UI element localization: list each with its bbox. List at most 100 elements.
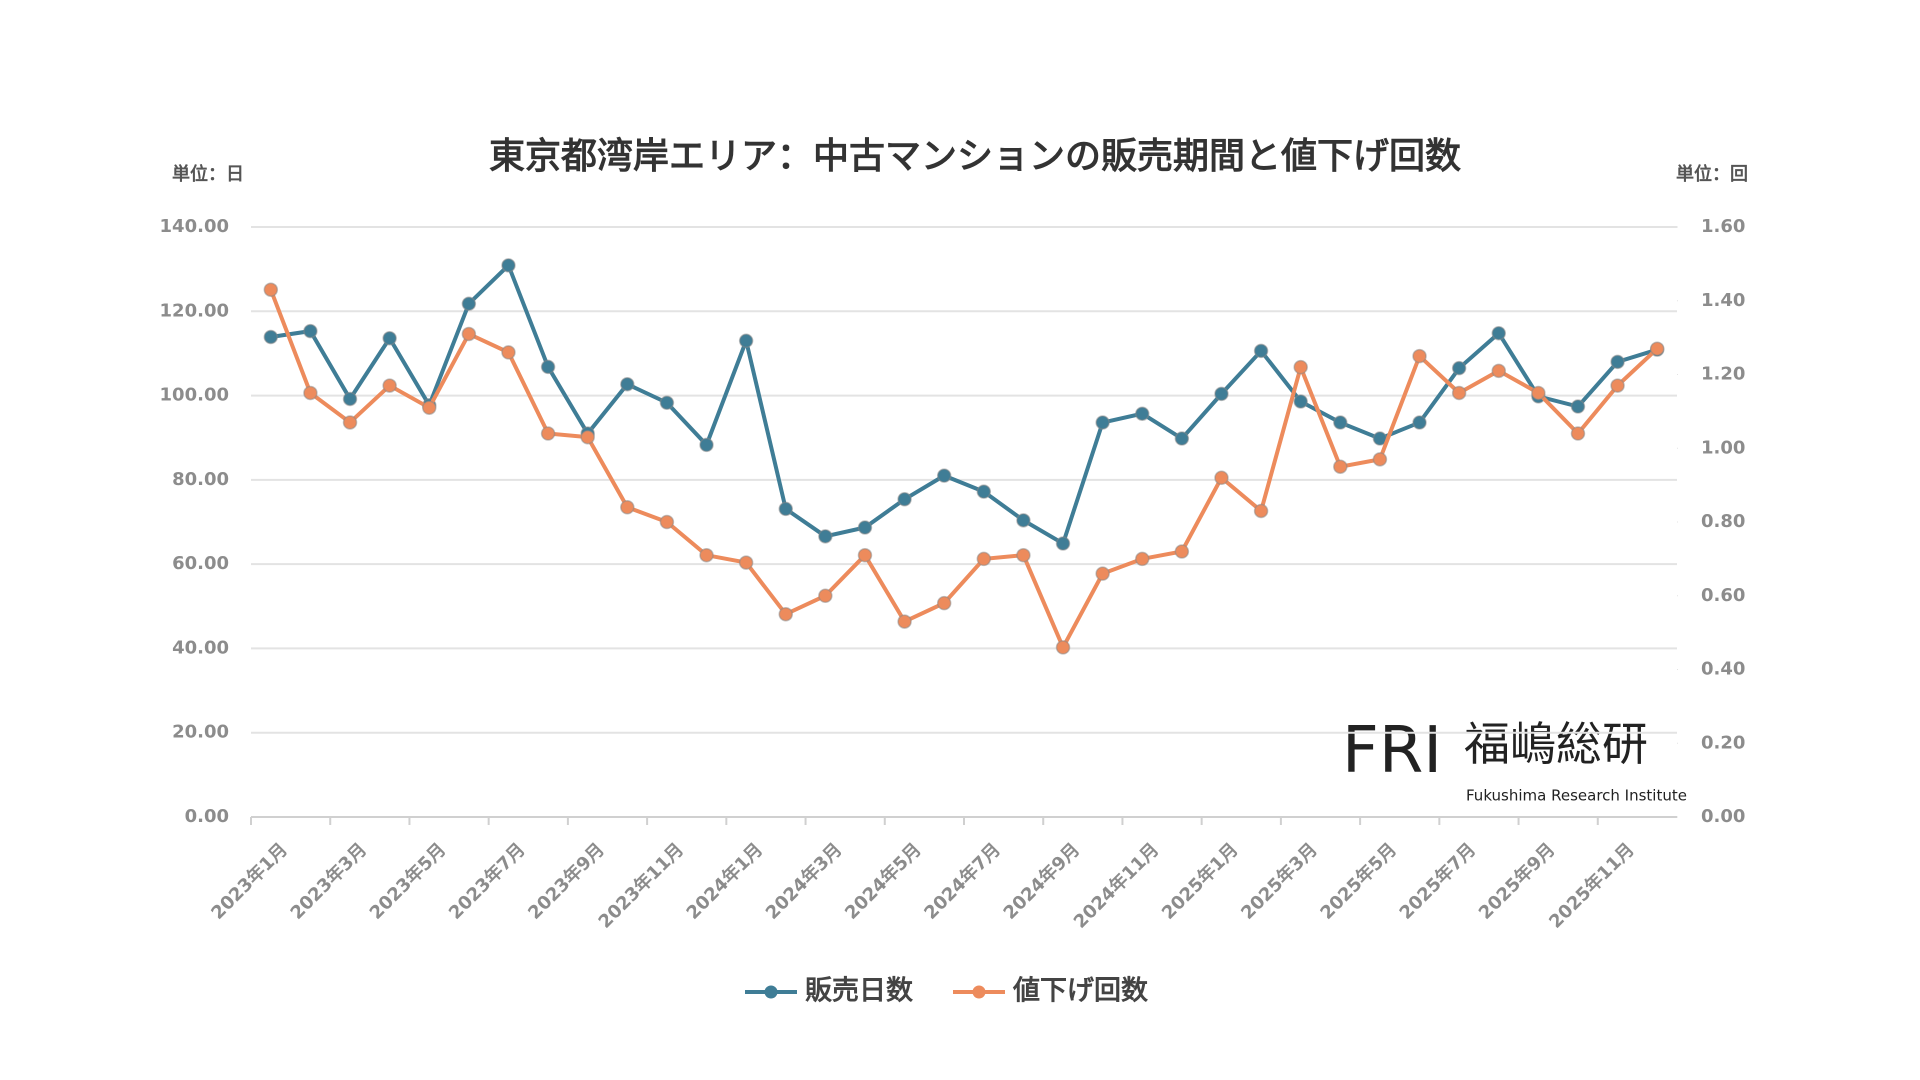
- point: [936, 595, 952, 611]
- logo-name: 福嶋総研: [1464, 717, 1648, 771]
- y-tick-label: 100.00: [160, 385, 229, 406]
- point: [1253, 503, 1269, 519]
- point: [303, 323, 318, 339]
- point: [1412, 348, 1427, 364]
- point: [303, 385, 318, 401]
- point: [1372, 452, 1388, 467]
- point: [1253, 343, 1269, 359]
- point: [1016, 547, 1031, 563]
- point: [501, 258, 516, 273]
- point: [461, 296, 477, 311]
- y2-unit: 単位：回: [1676, 163, 1748, 185]
- point: [1135, 406, 1150, 421]
- y2-tick-label: 0.20: [1701, 732, 1745, 753]
- logo-mark: FRI: [1342, 714, 1442, 788]
- point: [659, 395, 675, 410]
- point: [540, 426, 556, 441]
- point: [778, 501, 793, 517]
- point: [422, 400, 437, 415]
- point: [263, 282, 279, 297]
- point: [659, 514, 675, 530]
- point: [620, 376, 635, 392]
- point: [1570, 399, 1586, 414]
- point: [1491, 325, 1506, 341]
- legend-label: 値下げ回数: [1012, 976, 1149, 1007]
- point: [1174, 544, 1190, 559]
- x-tick-label: 2025年3月: [1236, 839, 1321, 924]
- point: [1095, 415, 1110, 430]
- point: [1055, 640, 1071, 655]
- x-tick-label: 2023年1月: [207, 839, 292, 924]
- line: [268, 288, 1659, 652]
- y-tick-label: 80.00: [172, 469, 229, 490]
- x-tick-label: 2023年3月: [286, 839, 371, 924]
- point: [1451, 360, 1467, 376]
- x-tick-label: 2025年9月: [1474, 839, 1559, 924]
- point: [1214, 386, 1229, 402]
- x-tick-label: 2023年5月: [365, 839, 450, 924]
- x-tick-label: 2025年7月: [1395, 839, 1480, 924]
- point: [1333, 459, 1348, 474]
- point: [976, 484, 992, 499]
- point: [818, 529, 833, 544]
- x-tick-label: 2024年5月: [840, 839, 925, 924]
- legend-item: 販売日数: [745, 976, 914, 1007]
- point: [501, 345, 516, 360]
- point: [976, 551, 992, 567]
- point: [818, 588, 833, 603]
- point: [778, 606, 793, 622]
- point: [1570, 426, 1586, 441]
- y2-tick-label: 1.40: [1701, 290, 1745, 311]
- point: [1214, 470, 1229, 485]
- x-tick-label: 2025年1月: [1157, 839, 1242, 924]
- point: [1055, 536, 1071, 551]
- point: [1610, 378, 1625, 393]
- point: [1174, 431, 1190, 446]
- point: [857, 547, 873, 563]
- point: [1412, 415, 1427, 430]
- legend-marker: [972, 985, 986, 999]
- logo: FRI 福嶋総研 Fukushima Research Institute: [1342, 714, 1687, 805]
- y2-tick-label: 1.00: [1701, 437, 1745, 458]
- y-tick-label: 0.00: [185, 806, 229, 827]
- point: [699, 547, 714, 563]
- logo-subtitle: Fukushima Research Institute: [1466, 787, 1687, 805]
- y2-tick-label: 0.60: [1701, 585, 1745, 606]
- point: [342, 391, 358, 407]
- point: [936, 468, 952, 483]
- y-tick-label: 120.00: [160, 300, 229, 321]
- point: [580, 429, 595, 445]
- point: [382, 378, 397, 393]
- legend-item: 値下げ回数: [953, 976, 1149, 1007]
- point: [738, 333, 754, 349]
- point: [382, 331, 397, 346]
- point: [461, 326, 477, 342]
- point: [1293, 394, 1308, 409]
- y2-tick-label: 1.60: [1701, 216, 1745, 237]
- point: [1135, 551, 1150, 567]
- legend-marker: [764, 985, 778, 999]
- y-tick-label: 20.00: [172, 722, 229, 743]
- point: [1451, 385, 1467, 401]
- x-tick-label: 2023年11月: [594, 839, 688, 933]
- y-tick-label: 140.00: [160, 216, 229, 237]
- point: [263, 329, 279, 345]
- x-tick-label: 2024年1月: [682, 839, 767, 924]
- x-tick-label: 2025年11月: [1544, 839, 1638, 933]
- y-unit: 単位：日: [172, 163, 244, 185]
- point: [342, 415, 358, 430]
- point: [699, 437, 714, 453]
- point: [1610, 354, 1625, 370]
- point: [1531, 385, 1546, 401]
- y-tick-label: 60.00: [172, 553, 229, 574]
- point: [540, 359, 556, 375]
- point: [897, 491, 912, 507]
- point: [1293, 359, 1308, 375]
- point: [1649, 341, 1665, 356]
- x-tick-label: 2024年11月: [1069, 839, 1163, 933]
- x-tick-label: 2023年9月: [523, 839, 608, 924]
- x-tick-label: 2024年3月: [761, 839, 846, 924]
- point: [1095, 566, 1110, 581]
- point: [1016, 513, 1031, 528]
